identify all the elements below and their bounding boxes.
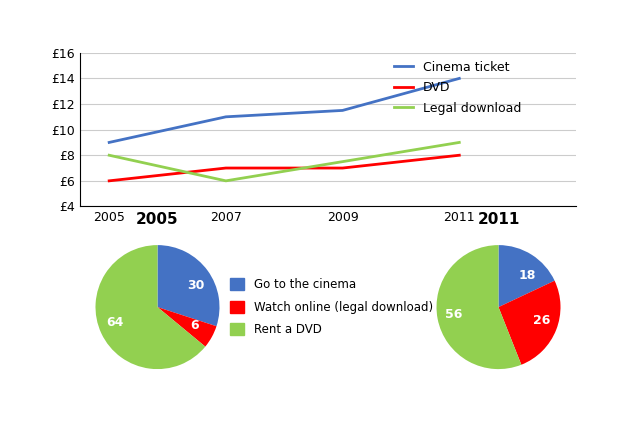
DVD xyxy=(106,178,113,183)
Line: DVD: DVD xyxy=(109,155,460,181)
DVD xyxy=(339,165,346,171)
Text: 64: 64 xyxy=(106,316,124,330)
Text: 56: 56 xyxy=(445,308,462,321)
Legend: Cinema ticket, DVD, Legal download: Cinema ticket, DVD, Legal download xyxy=(389,56,526,120)
Wedge shape xyxy=(95,245,205,369)
Legend: Go to the cinema, Watch online (legal download), Rent a DVD: Go to the cinema, Watch online (legal do… xyxy=(225,273,438,341)
Wedge shape xyxy=(499,281,561,365)
Text: 30: 30 xyxy=(188,279,205,292)
Cinema ticket xyxy=(339,108,346,113)
Text: 6: 6 xyxy=(190,319,199,331)
Wedge shape xyxy=(436,245,522,369)
DVD xyxy=(222,165,230,171)
Wedge shape xyxy=(157,307,216,347)
Line: Legal download: Legal download xyxy=(109,143,460,181)
Cinema ticket xyxy=(222,114,230,120)
Legal download xyxy=(339,159,346,164)
Text: 18: 18 xyxy=(518,269,536,282)
Wedge shape xyxy=(157,245,220,326)
Text: 26: 26 xyxy=(533,314,550,327)
Legal download xyxy=(106,153,113,158)
Line: Cinema ticket: Cinema ticket xyxy=(109,78,460,143)
Cinema ticket xyxy=(456,76,463,81)
Title: 2005: 2005 xyxy=(136,212,179,227)
Legal download xyxy=(222,178,230,183)
Title: 2011: 2011 xyxy=(477,212,520,227)
DVD xyxy=(456,153,463,158)
Legal download xyxy=(456,140,463,145)
Cinema ticket xyxy=(106,140,113,145)
Wedge shape xyxy=(499,245,555,307)
